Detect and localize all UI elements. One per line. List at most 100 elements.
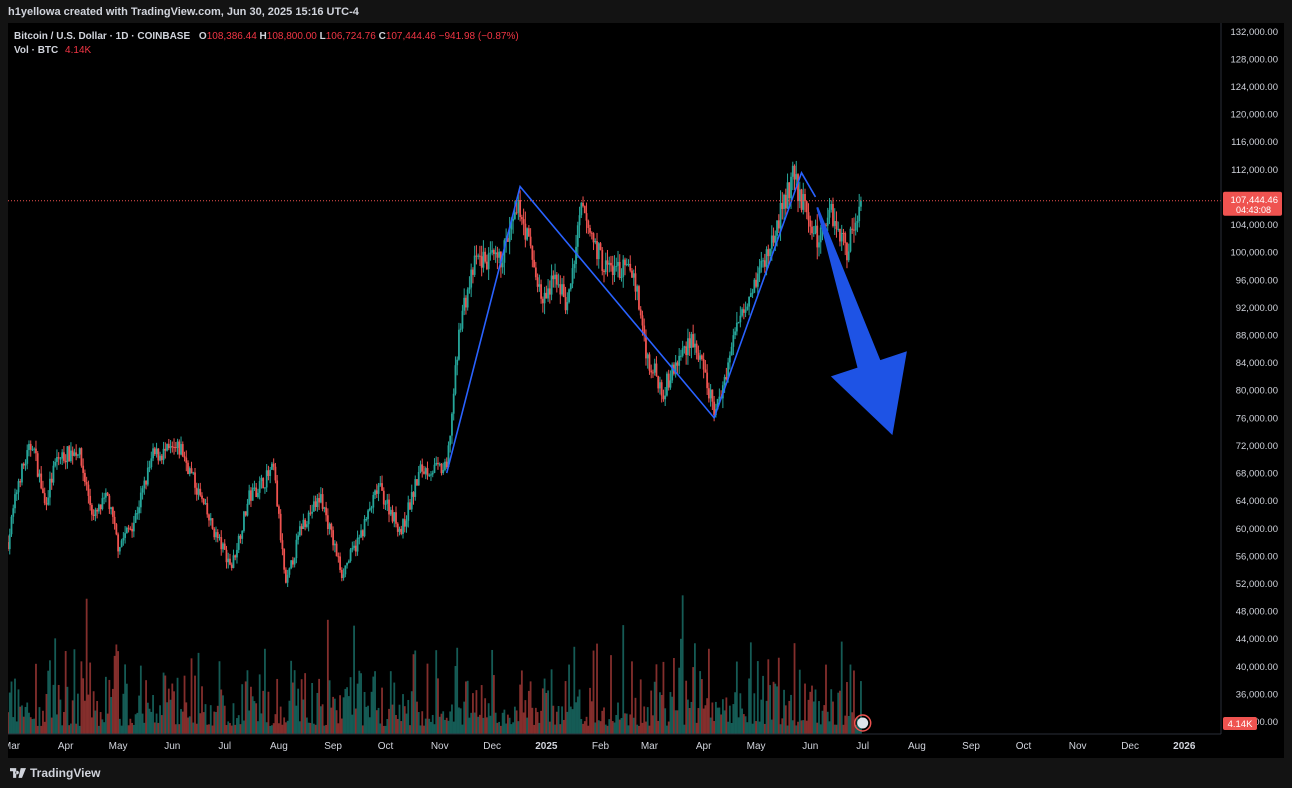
candle-body: [797, 174, 799, 202]
candle-body: [38, 473, 41, 477]
volume-bar: [739, 693, 742, 734]
volume-bar: [643, 706, 646, 734]
candle-body: [555, 274, 558, 285]
volume-bar: [774, 683, 777, 734]
volume-bar: [575, 702, 577, 734]
volume-bar: [802, 720, 805, 734]
volume-bar: [714, 701, 717, 734]
chart-canvas[interactable]: 132,000.00 128,000.00 124,000.00 120,000.00…: [8, 23, 1284, 758]
volume-bar: [398, 704, 401, 734]
volume-bar: [674, 710, 677, 734]
volume-bar: [592, 650, 595, 734]
volume-bar: [61, 725, 64, 734]
volume-bar: [442, 711, 445, 734]
volume-bar: [402, 694, 404, 734]
candle-body: [646, 354, 649, 359]
candle-body: [52, 465, 55, 483]
volume-bar: [461, 724, 464, 734]
volume-bar: [106, 713, 109, 734]
candle-body: [501, 262, 504, 268]
volume-bar: [531, 707, 534, 734]
volume-bar: [585, 716, 588, 734]
volume-bar: [818, 701, 820, 734]
candle-body: [777, 220, 780, 229]
volume-bar: [685, 680, 688, 734]
candle-body: [847, 251, 850, 261]
candle-body: [770, 235, 773, 249]
candle-body: [833, 221, 836, 226]
volume-bar: [368, 717, 371, 734]
volume-bar: [57, 684, 60, 734]
candle-body: [561, 284, 563, 295]
volume-bar: [286, 720, 289, 734]
volume-bar: [17, 689, 20, 734]
volume-bar: [40, 725, 43, 734]
volume-bar: [723, 710, 726, 734]
candle-body: [311, 511, 314, 514]
volume-bar: [206, 724, 209, 734]
candle-body: [582, 202, 584, 207]
candle-body: [426, 468, 429, 476]
candle-body: [302, 519, 305, 529]
volume-bar: [611, 721, 614, 734]
volume-bar: [150, 711, 153, 734]
candle-body: [517, 200, 520, 213]
candle-body: [43, 493, 46, 504]
annotations-layer: [8, 170, 1221, 474]
volume-bar: [312, 723, 315, 734]
volume-bar: [699, 671, 702, 734]
chart-frame[interactable]: 132,000.00 128,000.00 124,000.00 120,000.00…: [8, 23, 1284, 758]
candle-body: [854, 222, 857, 231]
candle-body: [440, 463, 443, 474]
symbol-title[interactable]: Bitcoin / U.S. Dollar · 1D · COINBASE: [14, 31, 191, 42]
candle-body: [8, 534, 11, 550]
candle-body: [615, 265, 618, 267]
time-tick-label: Jul: [218, 741, 231, 752]
price-tick-label: 68,000.00: [1236, 469, 1278, 480]
axes-layer: 132,000.00 128,000.00 124,000.00 120,000.00…: [8, 23, 1282, 752]
volume-bar: [274, 714, 277, 734]
candle-body: [195, 487, 198, 495]
candle-body: [290, 560, 293, 569]
candle-body: [342, 574, 345, 579]
volume-bar: [706, 698, 709, 734]
candle-body: [562, 284, 565, 298]
volume-bar: [104, 676, 107, 734]
candle-body: [281, 540, 284, 550]
volume-bar: [54, 638, 57, 734]
candle-body: [583, 206, 586, 214]
candle-body: [349, 549, 352, 561]
volume-bar: [807, 699, 810, 734]
volume-bar: [64, 651, 67, 734]
candle-body: [449, 435, 452, 446]
volume-bar: [660, 694, 663, 734]
volume-bar: [638, 725, 640, 734]
volume-label[interactable]: Vol · BTC: [14, 45, 59, 56]
candle-body: [840, 232, 843, 242]
candle-body: [465, 297, 467, 308]
volume-badge-bg: [1223, 717, 1257, 730]
volume-bar: [840, 641, 843, 734]
volume-bar: [414, 650, 417, 734]
candle-body: [545, 292, 548, 299]
candle-body: [73, 452, 76, 456]
volume-bar: [664, 708, 667, 734]
volume-bar: [426, 663, 429, 734]
volume-bar: [24, 706, 27, 734]
candle-body: [604, 260, 607, 273]
volume-bar: [400, 721, 403, 734]
candle-body: [676, 362, 679, 366]
candle-body: [288, 568, 291, 575]
volume-bar: [798, 669, 801, 734]
volume-bar: [755, 721, 757, 734]
candle-body: [772, 235, 775, 243]
volume-bar: [272, 723, 275, 734]
candle-body: [557, 284, 560, 286]
candle-body: [297, 535, 300, 540]
event-flag-dot: [857, 717, 869, 729]
candle-body: [459, 328, 462, 330]
volume-bar: [763, 723, 766, 734]
tradingview-logo[interactable]: TradingView: [10, 766, 100, 780]
volume-bar: [795, 725, 798, 734]
candle-body: [807, 212, 810, 221]
